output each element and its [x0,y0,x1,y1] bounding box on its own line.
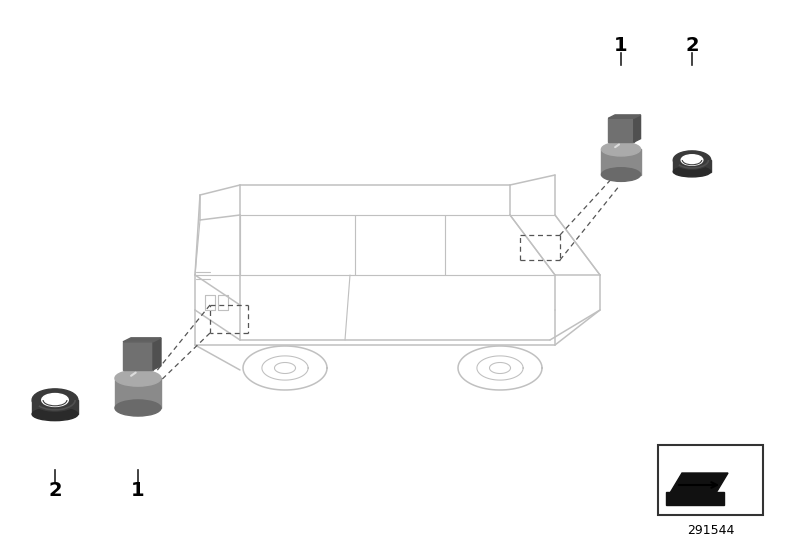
Ellipse shape [681,155,703,165]
Ellipse shape [42,394,68,407]
Ellipse shape [602,167,641,181]
Bar [608,118,634,142]
Bar [32,400,78,414]
Bar [123,342,153,370]
Bar [602,149,641,175]
Bar [674,160,710,171]
Polygon shape [634,115,641,142]
Polygon shape [153,338,161,370]
Text: 1: 1 [614,35,628,54]
Ellipse shape [674,151,710,169]
Bar [115,378,161,408]
Ellipse shape [115,370,161,386]
Bar [658,445,763,515]
Ellipse shape [602,142,641,156]
Text: 1: 1 [131,480,145,500]
Text: 2: 2 [685,35,699,54]
Ellipse shape [32,408,78,421]
Ellipse shape [115,400,161,416]
Polygon shape [608,115,641,118]
Polygon shape [670,473,728,493]
Ellipse shape [32,389,78,411]
Ellipse shape [674,166,710,177]
Polygon shape [123,338,161,342]
Text: 291544: 291544 [687,524,734,536]
Text: 2: 2 [48,480,62,500]
Bar [666,492,724,505]
